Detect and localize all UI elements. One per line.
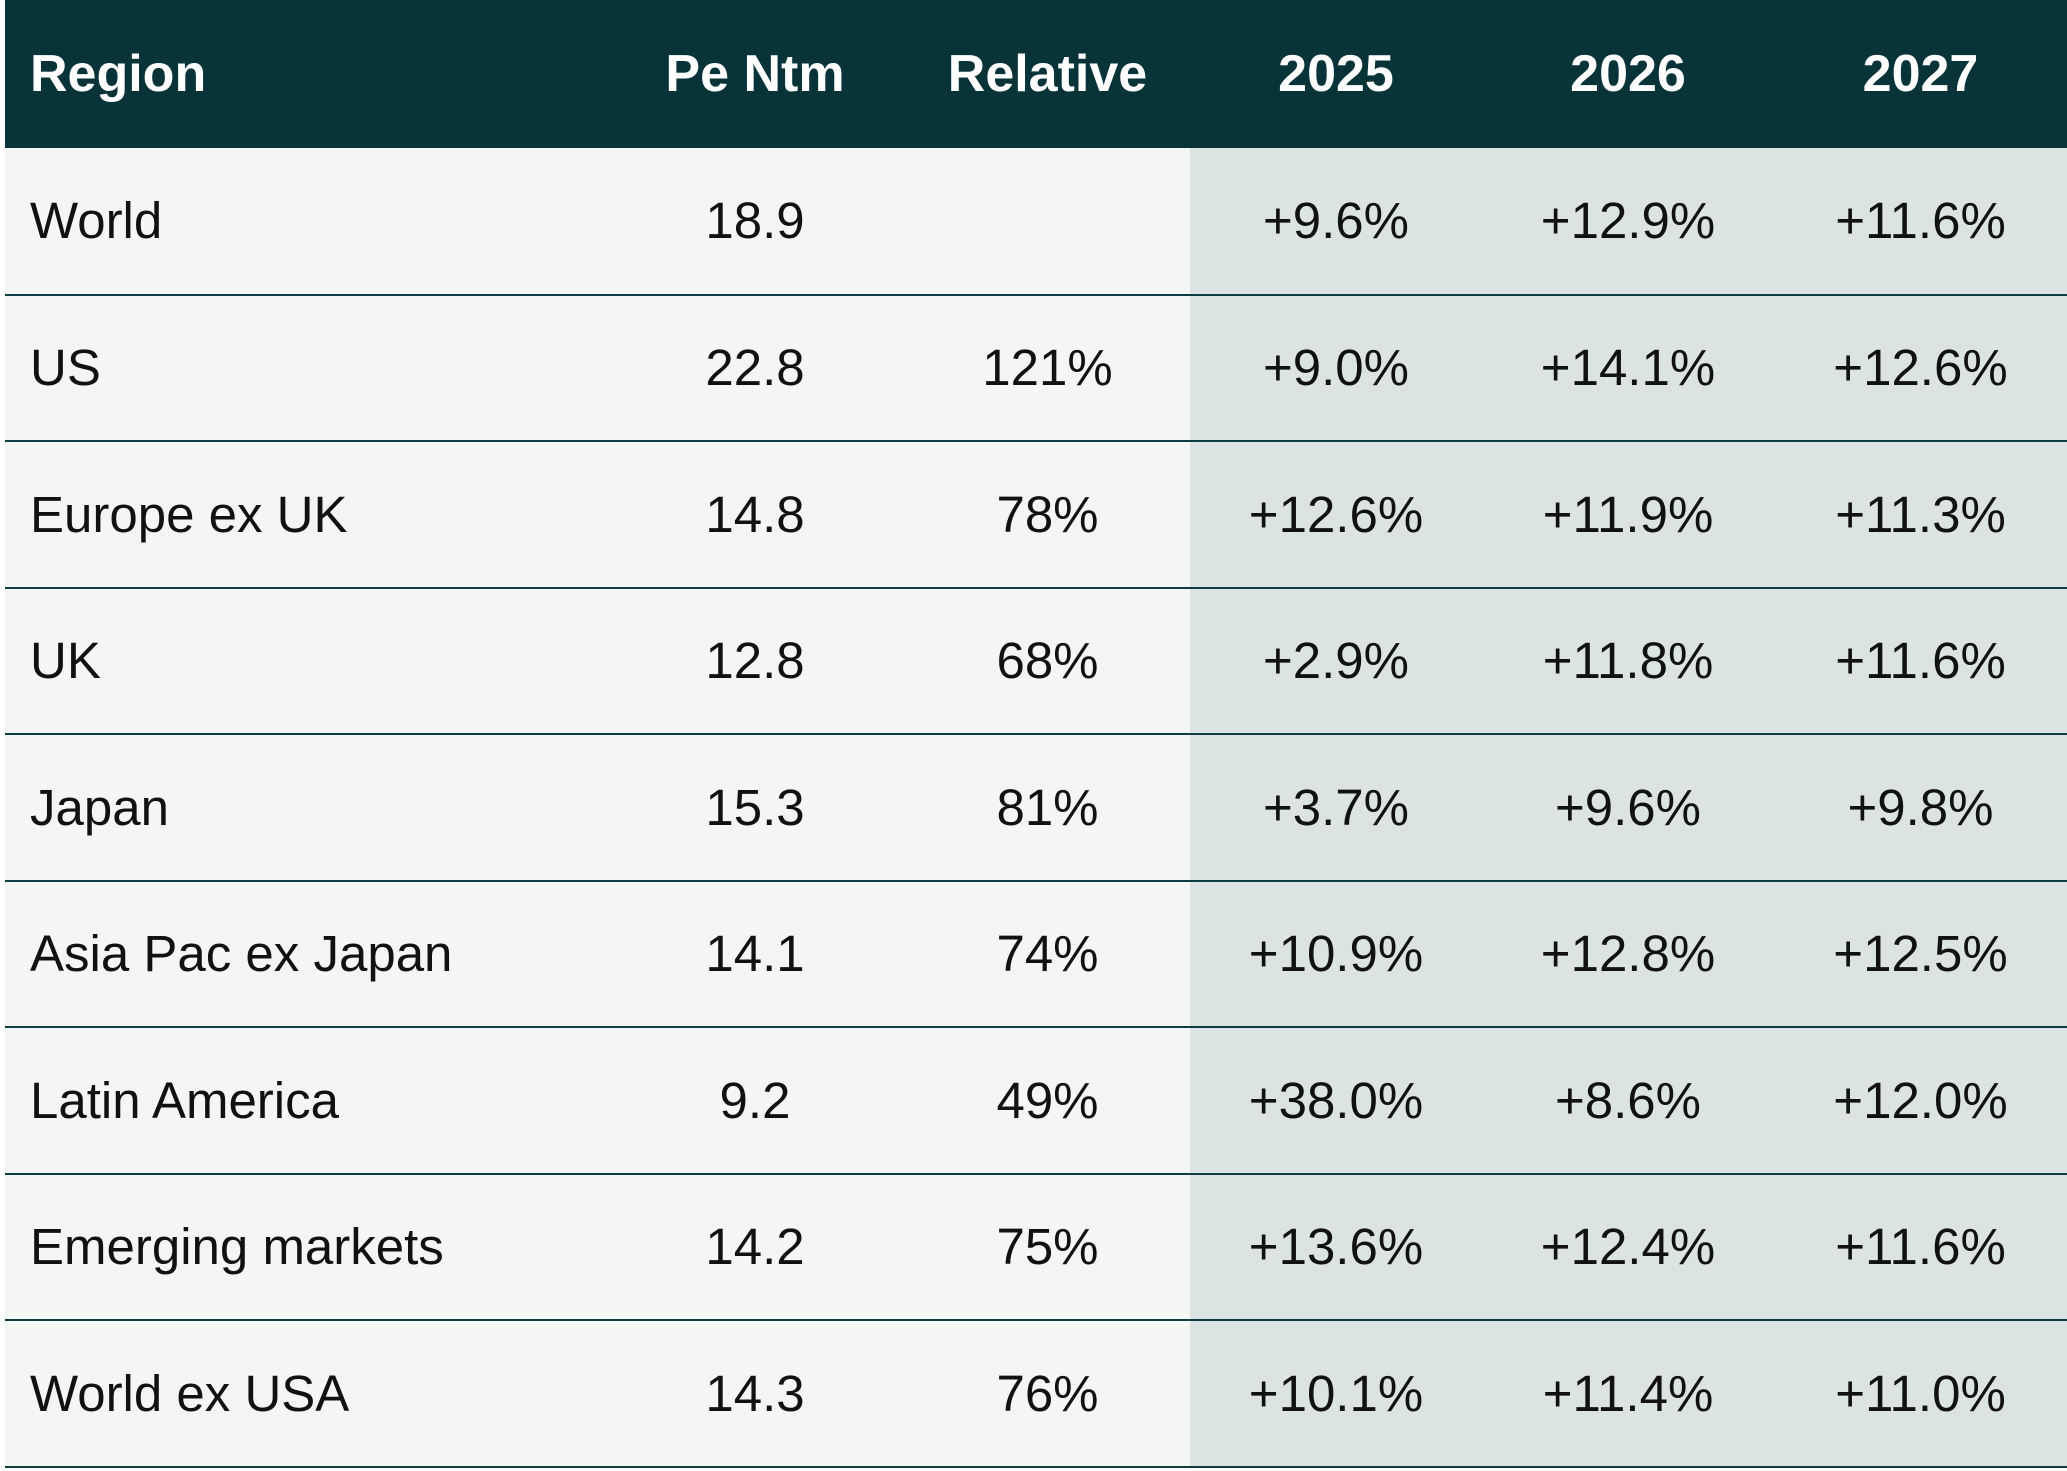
cell-region: Latin America: [5, 1027, 605, 1175]
cell-2026: +12.8%: [1482, 880, 1774, 1028]
cell-2025: +9.6%: [1190, 148, 1482, 296]
header-2026: 2026: [1482, 0, 1774, 148]
cell-relative: 74%: [905, 880, 1190, 1028]
header-region: Region: [5, 0, 605, 148]
cell-pe-ntm: 22.8: [605, 294, 905, 442]
cell-region: World ex USA: [5, 1320, 605, 1468]
cell-pe-ntm: 14.3: [605, 1320, 905, 1468]
cell-2027: +12.5%: [1774, 880, 2067, 1028]
header-2025: 2025: [1190, 0, 1482, 148]
table-row: World ex USA 14.3 76% +10.1% +11.4% +11.…: [5, 1320, 2067, 1468]
cell-relative: 121%: [905, 294, 1190, 442]
cell-relative: 81%: [905, 734, 1190, 882]
table-row: Japan 15.3 81% +3.7% +9.6% +9.8%: [5, 734, 2067, 882]
cell-2026: +12.4%: [1482, 1173, 1774, 1321]
cell-2026: +11.9%: [1482, 441, 1774, 589]
cell-relative: 78%: [905, 441, 1190, 589]
cell-relative: 75%: [905, 1173, 1190, 1321]
cell-region: Emerging markets: [5, 1173, 605, 1321]
cell-region: US: [5, 294, 605, 442]
header-2027: 2027: [1774, 0, 2067, 148]
cell-pe-ntm: 12.8: [605, 587, 905, 735]
cell-2025: +10.9%: [1190, 880, 1482, 1028]
table-row: Latin America 9.2 49% +38.0% +8.6% +12.0…: [5, 1027, 2067, 1175]
table-row: Emerging markets 14.2 75% +13.6% +12.4% …: [5, 1173, 2067, 1321]
table-row: US 22.8 121% +9.0% +14.1% +12.6%: [5, 294, 2067, 442]
cell-2026: +11.8%: [1482, 587, 1774, 735]
cell-pe-ntm: 18.9: [605, 148, 905, 296]
cell-relative: [905, 148, 1190, 296]
header-relative: Relative: [905, 0, 1190, 148]
cell-relative: 49%: [905, 1027, 1190, 1175]
cell-2025: +38.0%: [1190, 1027, 1482, 1175]
cell-pe-ntm: 9.2: [605, 1027, 905, 1175]
table-row: UK 12.8 68% +2.9% +11.8% +11.6%: [5, 587, 2067, 735]
cell-2027: +11.6%: [1774, 148, 2067, 296]
cell-pe-ntm: 14.8: [605, 441, 905, 589]
cell-2026: +14.1%: [1482, 294, 1774, 442]
cell-2027: +12.6%: [1774, 294, 2067, 442]
cell-region: World: [5, 148, 605, 296]
table-row: World 18.9 +9.6% +12.9% +11.6%: [5, 148, 2067, 296]
cell-2025: +13.6%: [1190, 1173, 1482, 1321]
cell-2026: +9.6%: [1482, 734, 1774, 882]
table-row: Europe ex UK 14.8 78% +12.6% +11.9% +11.…: [5, 441, 2067, 589]
cell-region: Europe ex UK: [5, 441, 605, 589]
cell-2025: +3.7%: [1190, 734, 1482, 882]
header-pe-ntm: Pe Ntm: [605, 0, 905, 148]
cell-pe-ntm: 14.2: [605, 1173, 905, 1321]
valuation-table: Region Pe Ntm Relative 2025 2026 2027 Wo…: [5, 0, 2067, 1468]
cell-pe-ntm: 15.3: [605, 734, 905, 882]
table-header-row: Region Pe Ntm Relative 2025 2026 2027: [5, 0, 2067, 148]
valuation-table-container: Region Pe Ntm Relative 2025 2026 2027 Wo…: [5, 0, 2067, 1468]
cell-2027: +9.8%: [1774, 734, 2067, 882]
cell-2026: +8.6%: [1482, 1027, 1774, 1175]
cell-2025: +9.0%: [1190, 294, 1482, 442]
cell-relative: 76%: [905, 1320, 1190, 1468]
cell-2026: +12.9%: [1482, 148, 1774, 296]
cell-2027: +11.6%: [1774, 587, 2067, 735]
table-row: Asia Pac ex Japan 14.1 74% +10.9% +12.8%…: [5, 880, 2067, 1028]
cell-2026: +11.4%: [1482, 1320, 1774, 1468]
cell-2025: +2.9%: [1190, 587, 1482, 735]
cell-pe-ntm: 14.1: [605, 880, 905, 1028]
cell-relative: 68%: [905, 587, 1190, 735]
cell-2027: +12.0%: [1774, 1027, 2067, 1175]
cell-region: Japan: [5, 734, 605, 882]
cell-2025: +10.1%: [1190, 1320, 1482, 1468]
cell-2027: +11.0%: [1774, 1320, 2067, 1468]
cell-2027: +11.6%: [1774, 1173, 2067, 1321]
cell-2027: +11.3%: [1774, 441, 2067, 589]
cell-2025: +12.6%: [1190, 441, 1482, 589]
cell-region: Asia Pac ex Japan: [5, 880, 605, 1028]
cell-region: UK: [5, 587, 605, 735]
